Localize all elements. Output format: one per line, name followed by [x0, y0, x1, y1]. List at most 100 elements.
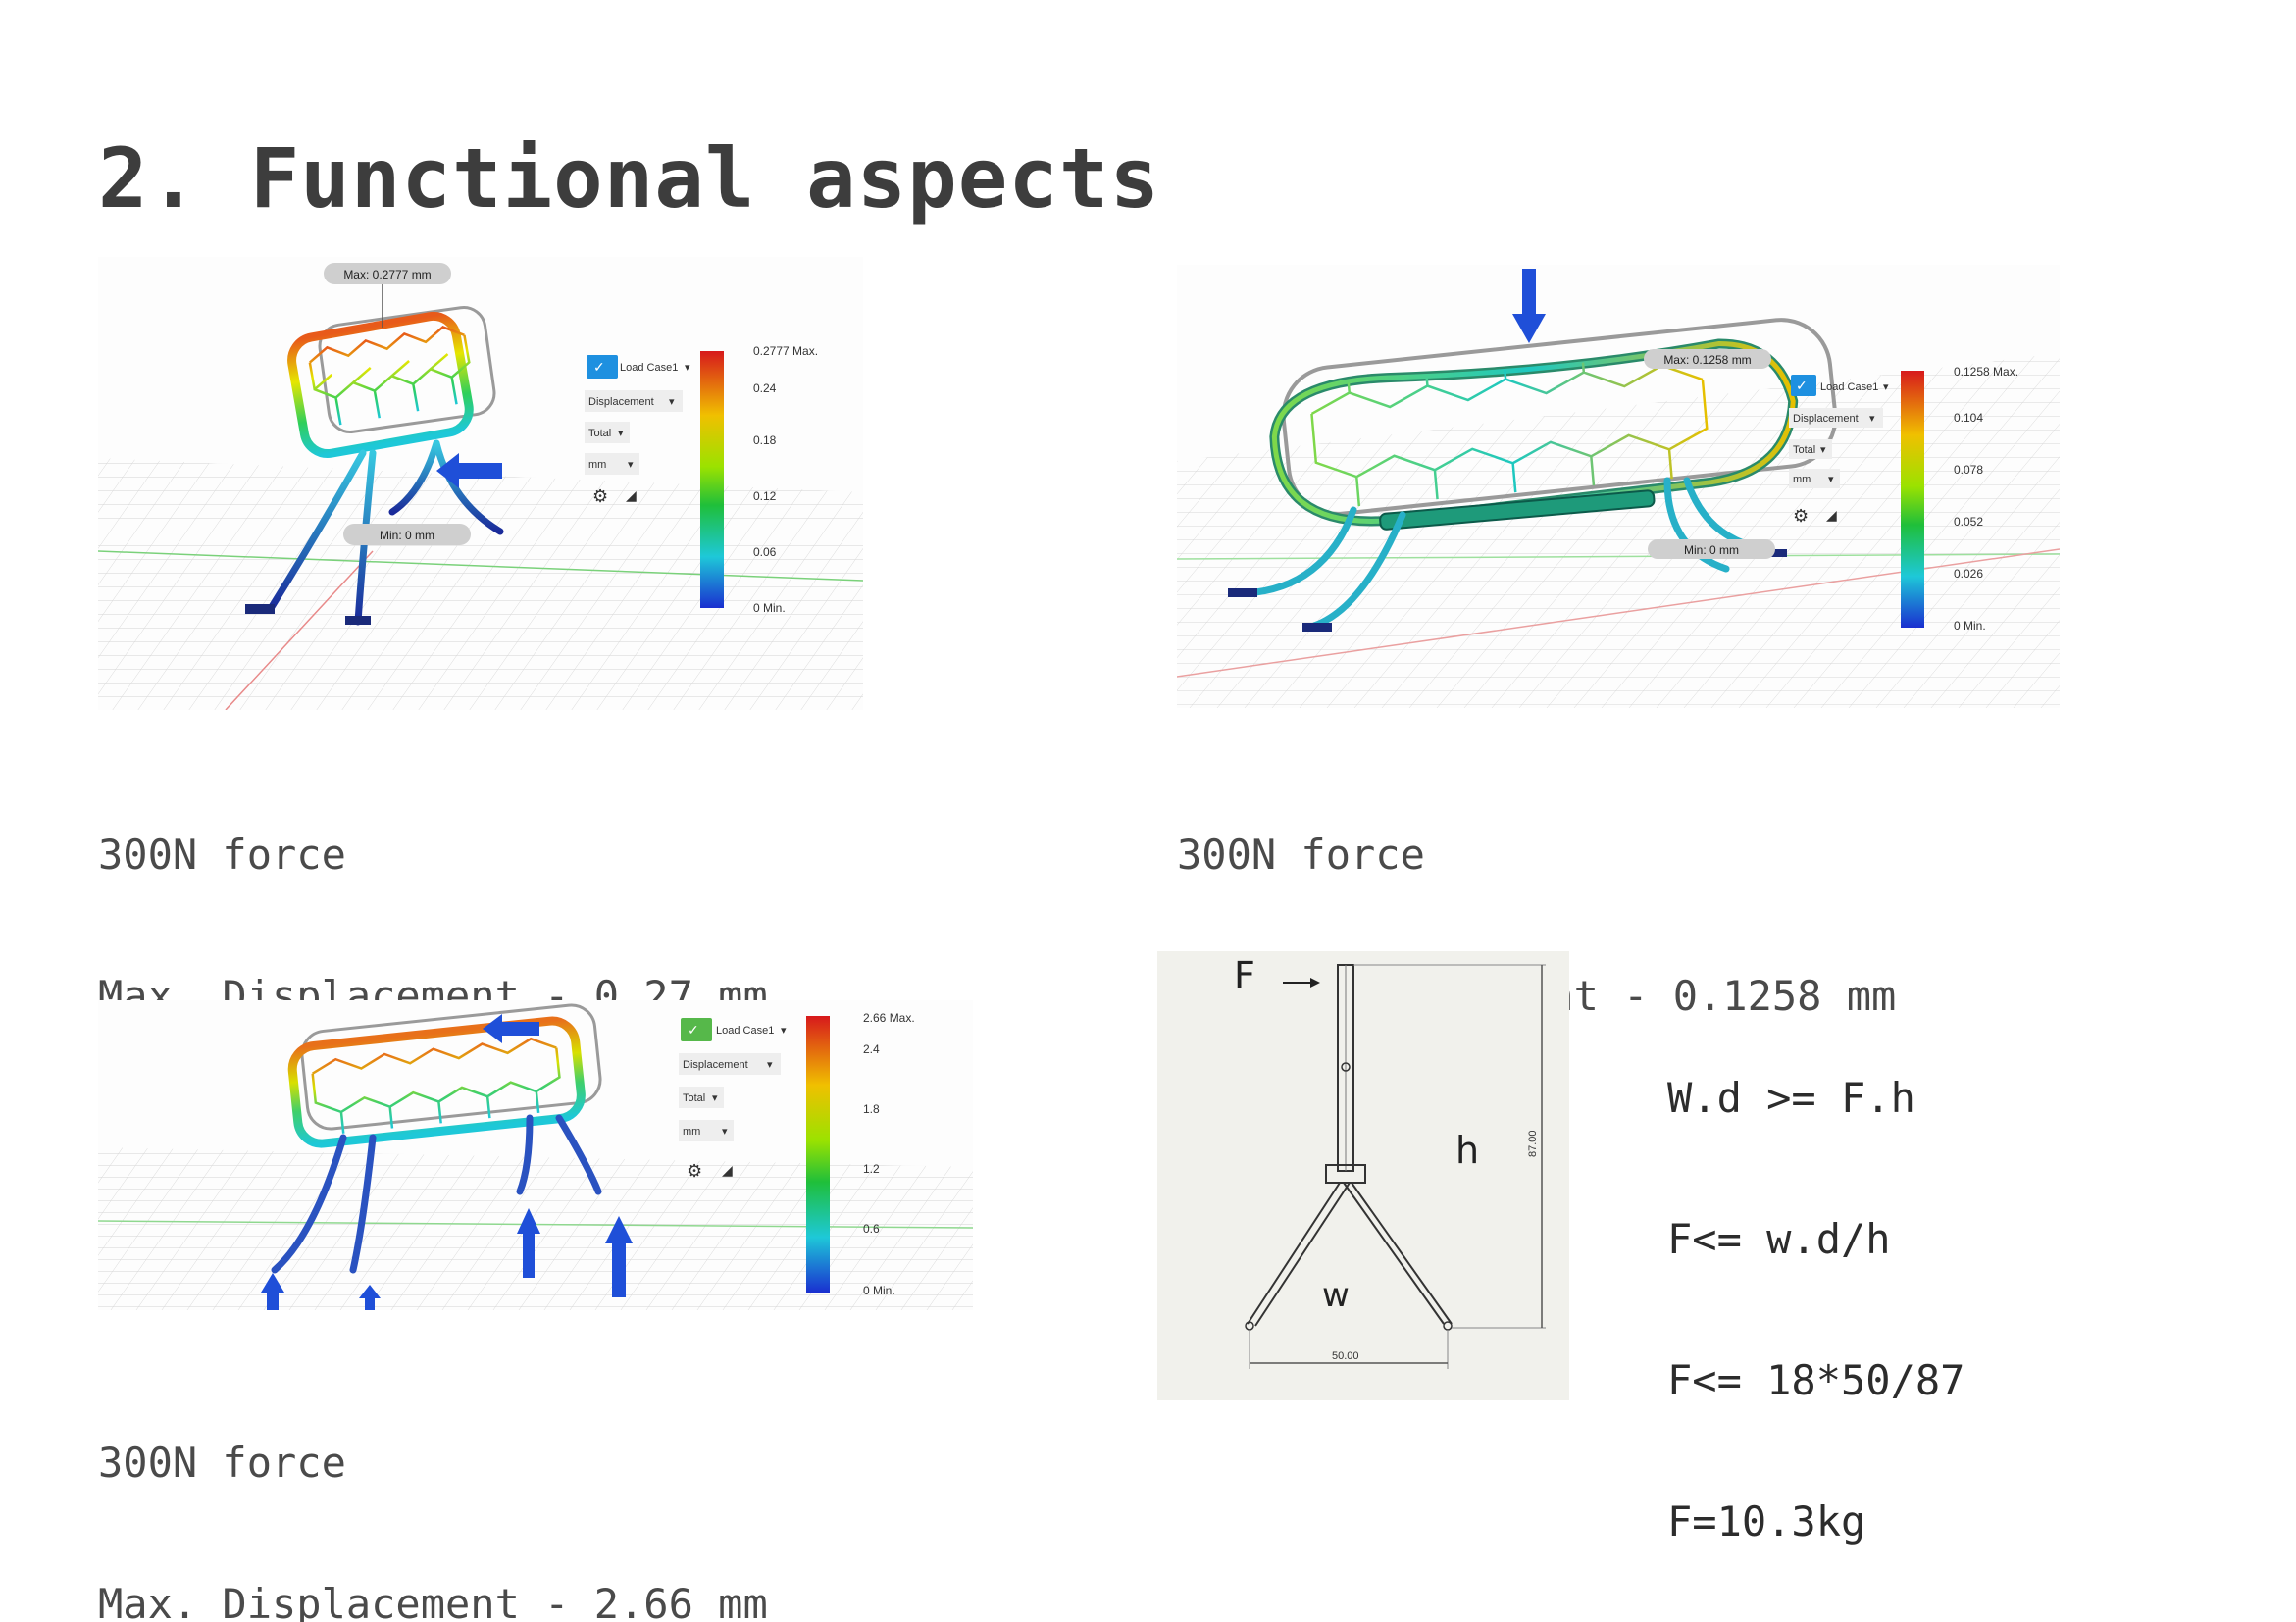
max-tag-b: [1644, 349, 1771, 369]
gear-icon[interactable]: ⚙: [1793, 506, 1809, 526]
svg-text:0.026: 0.026: [1954, 567, 1983, 581]
seat-mesh-a: [287, 311, 474, 458]
svg-text:▾: ▾: [767, 1059, 773, 1071]
svg-text:✓: ✓: [593, 359, 605, 375]
component-select-a[interactable]: [585, 422, 630, 443]
ruler-icon[interactable]: ◢: [722, 1162, 733, 1178]
color-scale-a: [700, 351, 724, 608]
svg-text:✓: ✓: [1796, 378, 1808, 393]
foot-b3: [1765, 549, 1787, 557]
svg-text:Displacement: Displacement: [1793, 413, 1859, 425]
min-tag-b: [1648, 539, 1775, 559]
min-tag-b-text: Min: 0 mm: [1684, 543, 1739, 557]
foot-a1: [245, 604, 275, 614]
undeformed-outline: [1281, 318, 1838, 516]
ruler-icon[interactable]: ◢: [1826, 507, 1837, 523]
checkbox-icon[interactable]: [1791, 375, 1816, 396]
svg-text:0.2777 Max.: 0.2777 Max.: [753, 344, 818, 358]
caption-b-force: 300N force: [1177, 831, 1425, 879]
toolbar-c: ✓ Load Case1 ▾ Displacement ▾ Total ▾ mm…: [679, 1018, 787, 1181]
simulation-panel-a: Max: 0.2777 mm Min: 0 mm ✓ Load Case1 ▾ …: [98, 257, 863, 710]
unit-select-b[interactable]: [1789, 469, 1840, 488]
unit-select-a[interactable]: [585, 453, 639, 475]
gear-icon[interactable]: ⚙: [592, 486, 608, 506]
svg-text:0 Min.: 0 Min.: [863, 1284, 895, 1297]
svg-text:▾: ▾: [781, 1025, 787, 1037]
svg-text:Displacement: Displacement: [588, 396, 654, 408]
svg-text:Total: Total: [1793, 444, 1815, 456]
load-case-select-a[interactable]: Load Case1: [620, 362, 678, 374]
component-select-b[interactable]: [1789, 439, 1832, 459]
force-arrows-c: [261, 1014, 633, 1310]
green-axis: [98, 550, 863, 582]
result-select-b[interactable]: [1789, 408, 1883, 428]
page-title: 2. Functional aspects: [98, 130, 1161, 227]
max-tag-a: [324, 263, 451, 284]
stability-formula: W.d >= F.h F<= w.d/h F<= 18*50/87 F=10.3…: [1667, 981, 1964, 1593]
svg-text:0.18: 0.18: [753, 433, 777, 447]
checkbox-icon[interactable]: [587, 355, 618, 379]
formula-line-3: F<= 18*50/87: [1667, 1356, 1965, 1404]
dim-height-value: 87.00: [1527, 1130, 1539, 1157]
formula-line-1: W.d >= F.h: [1667, 1074, 1915, 1122]
leg-left: [1247, 1182, 1341, 1325]
unit-select-c[interactable]: [679, 1120, 734, 1141]
svg-text:2.4: 2.4: [863, 1042, 880, 1056]
simulation-view-b: Max: 0.1258 mm Min: 0 mm ✓ Load Case1 ▾ …: [1177, 269, 2060, 708]
min-tag-a-text: Min: 0 mm: [380, 529, 434, 542]
legend-ticks-b: 0.1258 Max. 0.104 0.078 0.052 0.026 0 Mi…: [1954, 365, 2018, 633]
result-select-c[interactable]: [679, 1053, 781, 1075]
svg-text:✓: ✓: [688, 1022, 699, 1038]
foot-b1: [1228, 588, 1257, 597]
caption-a-force: 300N force: [98, 831, 346, 879]
svg-text:0.104: 0.104: [1954, 411, 1983, 425]
simulation-view-c: ✓ Load Case1 ▾ Displacement ▾ Total ▾ mm…: [98, 1003, 973, 1310]
svg-text:0.24: 0.24: [753, 381, 777, 395]
toolbar-a: ✓ Load Case1 ▾ Displacement ▾ Total ▾ mm…: [585, 355, 690, 506]
legend-ticks-c: 2.66 Max. 2.4 1.8 1.2 0.6 0 Min.: [863, 1011, 915, 1297]
svg-text:0.12: 0.12: [753, 489, 777, 503]
force-label: F: [1234, 954, 1255, 997]
joint: [1325, 1164, 1366, 1184]
simulation-panel-c: ✓ Load Case1 ▾ Displacement ▾ Total ▾ mm…: [98, 1000, 973, 1310]
ruler-icon[interactable]: ◢: [626, 487, 637, 503]
gear-icon[interactable]: ⚙: [687, 1161, 702, 1181]
component-select-c[interactable]: [679, 1087, 724, 1108]
svg-text:mm: mm: [1793, 474, 1811, 485]
svg-text:2.66 Max.: 2.66 Max.: [863, 1011, 915, 1025]
red-axis: [225, 550, 374, 710]
svg-text:mm: mm: [588, 459, 606, 471]
caption-c-displacement: Max. Displacement - 2.66 mm: [98, 1580, 768, 1622]
svg-text:▾: ▾: [618, 428, 624, 439]
svg-text:1.8: 1.8: [863, 1102, 880, 1116]
color-scale-c: [806, 1016, 830, 1293]
checkbox-icon[interactable]: [681, 1018, 712, 1041]
load-case-select-b[interactable]: Load Case1: [1820, 381, 1878, 393]
load-case-select-c[interactable]: Load Case1: [716, 1025, 774, 1037]
max-tag-b-text: Max: 0.1258 mm: [1663, 353, 1751, 367]
color-scale-b: [1901, 371, 1924, 628]
seat-mesh-c: [287, 1016, 586, 1148]
formula-line-4: F=10.3kg: [1667, 1497, 1866, 1546]
force-arrow-a: [436, 453, 502, 488]
floor-grid: [98, 458, 863, 710]
legs-c: [271, 1114, 602, 1274]
max-tag-a-text: Max: 0.2777 mm: [343, 268, 431, 281]
svg-text:▾: ▾: [669, 396, 675, 408]
foot-a2: [345, 616, 371, 625]
svg-text:Total: Total: [683, 1092, 705, 1104]
svg-text:0 Min.: 0 Min.: [1954, 619, 1986, 633]
caption-c: 300N force Max. Displacement - 2.66 mm: [98, 1345, 768, 1622]
svg-text:▾: ▾: [1828, 474, 1834, 485]
svg-text:Total: Total: [588, 428, 611, 439]
svg-text:1.2: 1.2: [863, 1162, 880, 1176]
formula-line-2: F<= w.d/h: [1667, 1215, 1891, 1263]
svg-text:0.052: 0.052: [1954, 515, 1983, 529]
svg-text:0.078: 0.078: [1954, 463, 1983, 477]
undeformed-outline: [300, 1003, 602, 1131]
legend-ticks-a: 0.2777 Max. 0.24 0.18 0.12 0.06 0 Min.: [753, 344, 818, 615]
svg-text:▾: ▾: [628, 459, 634, 471]
force-arrow-head: [1310, 978, 1320, 988]
result-select-a[interactable]: [585, 390, 683, 412]
svg-text:Displacement: Displacement: [683, 1059, 748, 1071]
